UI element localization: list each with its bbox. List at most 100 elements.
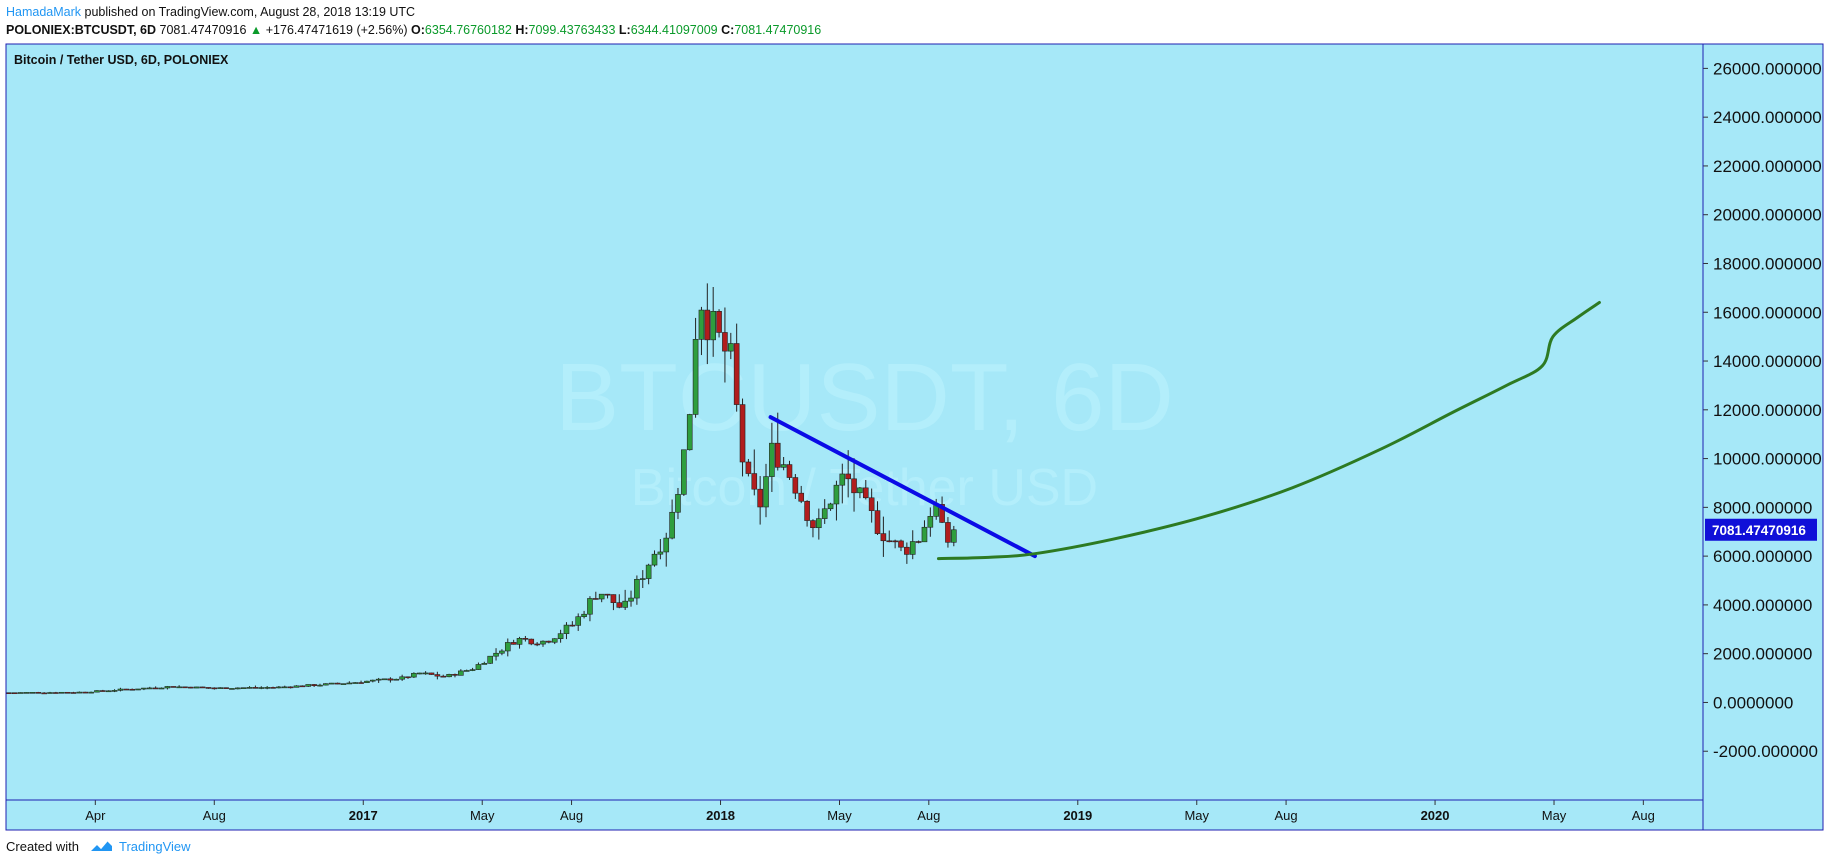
candle-down[interactable] bbox=[733, 343, 740, 405]
candle-up[interactable] bbox=[346, 682, 353, 685]
candle-up[interactable] bbox=[727, 343, 734, 352]
candle-down[interactable] bbox=[12, 692, 18, 695]
candle-down[interactable] bbox=[722, 332, 728, 352]
candle-down[interactable] bbox=[270, 687, 276, 689]
candle-up[interactable] bbox=[675, 494, 681, 513]
candle-up[interactable] bbox=[146, 687, 153, 690]
candle-down[interactable] bbox=[704, 309, 711, 341]
candle-down[interactable] bbox=[211, 687, 218, 690]
candle-up[interactable] bbox=[105, 690, 112, 693]
candle-up[interactable] bbox=[446, 674, 452, 678]
candle-up[interactable] bbox=[516, 638, 523, 645]
candle-up[interactable] bbox=[927, 516, 934, 528]
candle-up[interactable] bbox=[598, 593, 605, 600]
candle-down[interactable] bbox=[387, 678, 394, 681]
candle-down[interactable] bbox=[528, 638, 535, 645]
candle-down[interactable] bbox=[716, 311, 722, 333]
price-scale-area[interactable] bbox=[1703, 44, 1823, 830]
candle-down[interactable] bbox=[792, 477, 799, 494]
candle-down[interactable] bbox=[223, 687, 229, 689]
candle-up[interactable] bbox=[293, 685, 300, 688]
projection-curve[interactable] bbox=[936, 301, 1601, 561]
candle-up[interactable] bbox=[217, 687, 224, 689]
candle-down[interactable] bbox=[358, 682, 364, 684]
candle-up[interactable] bbox=[816, 518, 822, 529]
candle-up[interactable] bbox=[23, 692, 30, 694]
candle-down[interactable] bbox=[774, 442, 781, 468]
candle-up[interactable] bbox=[381, 678, 388, 681]
candle-down[interactable] bbox=[939, 504, 945, 523]
candle-up[interactable] bbox=[141, 687, 147, 690]
candle-up[interactable] bbox=[581, 613, 587, 617]
candle-up[interactable] bbox=[29, 692, 36, 694]
candle-down[interactable] bbox=[82, 691, 89, 694]
candle-down[interactable] bbox=[862, 487, 869, 499]
candle-up[interactable] bbox=[921, 526, 928, 543]
candle-up[interactable] bbox=[686, 414, 693, 451]
candle-down[interactable] bbox=[205, 687, 212, 689]
candle-up[interactable] bbox=[710, 311, 716, 341]
candle-down[interactable] bbox=[428, 672, 435, 675]
candle-up[interactable] bbox=[575, 616, 582, 626]
candle-up[interactable] bbox=[557, 633, 564, 639]
candle-down[interactable] bbox=[898, 540, 904, 548]
candle-down[interactable] bbox=[593, 598, 599, 600]
candle-down[interactable] bbox=[64, 691, 71, 694]
candle-up[interactable] bbox=[305, 684, 312, 687]
candle-down[interactable] bbox=[70, 692, 77, 694]
candle-up[interactable] bbox=[117, 688, 124, 691]
candle-down[interactable] bbox=[874, 510, 881, 534]
candle-up[interactable] bbox=[364, 680, 370, 684]
candle-down[interactable] bbox=[904, 546, 910, 555]
candle-up[interactable] bbox=[416, 672, 423, 675]
candle-down[interactable] bbox=[880, 533, 887, 542]
candle-up[interactable] bbox=[340, 683, 347, 685]
candle-up[interactable] bbox=[176, 686, 182, 689]
candle-down[interactable] bbox=[604, 593, 611, 596]
candle-up[interactable] bbox=[563, 624, 570, 634]
candle-down[interactable] bbox=[440, 675, 447, 678]
candle-down[interactable] bbox=[287, 686, 294, 689]
candle-down[interactable] bbox=[334, 682, 341, 685]
candle-down[interactable] bbox=[757, 488, 763, 508]
candle-up[interactable] bbox=[628, 597, 634, 602]
candle-up[interactable] bbox=[111, 690, 118, 692]
candle-up[interactable] bbox=[587, 598, 593, 615]
candle-up[interactable] bbox=[352, 682, 358, 684]
candle-down[interactable] bbox=[123, 688, 130, 691]
candle-down[interactable] bbox=[786, 464, 793, 478]
candle-up[interactable] bbox=[458, 670, 464, 676]
candle-up[interactable] bbox=[769, 442, 775, 477]
candle-up[interactable] bbox=[639, 578, 646, 580]
candle-up[interactable] bbox=[328, 682, 335, 685]
candle-up[interactable] bbox=[645, 564, 652, 579]
candle-up[interactable] bbox=[193, 686, 200, 689]
candle-up[interactable] bbox=[235, 687, 241, 690]
candle-down[interactable] bbox=[405, 676, 411, 679]
candle-down[interactable] bbox=[299, 685, 306, 688]
candle-up[interactable] bbox=[951, 529, 957, 543]
candle-up[interactable] bbox=[827, 503, 834, 510]
candle-up[interactable] bbox=[17, 692, 24, 694]
candle-down[interactable] bbox=[845, 473, 851, 480]
candle-down[interactable] bbox=[804, 500, 810, 521]
candle-up[interactable] bbox=[264, 687, 270, 689]
candle-down[interactable] bbox=[129, 688, 135, 691]
candle-down[interactable] bbox=[745, 461, 752, 474]
candle-down[interactable] bbox=[6, 692, 12, 694]
candle-down[interactable] bbox=[170, 686, 177, 688]
candle-up[interactable] bbox=[821, 508, 828, 519]
candle-down[interactable] bbox=[610, 594, 617, 603]
candle-down[interactable] bbox=[739, 404, 746, 463]
candle-down[interactable] bbox=[945, 522, 951, 543]
candle-down[interactable] bbox=[546, 640, 552, 643]
candle-up[interactable] bbox=[481, 663, 488, 665]
candle-down[interactable] bbox=[53, 692, 59, 694]
candle-up[interactable] bbox=[393, 678, 400, 681]
candle-up[interactable] bbox=[58, 691, 65, 694]
candle-up[interactable] bbox=[158, 687, 165, 690]
candle-down[interactable] bbox=[41, 692, 47, 695]
tradingview-logo-icon[interactable] bbox=[89, 838, 113, 854]
candle-down[interactable] bbox=[452, 674, 458, 676]
candle-up[interactable] bbox=[833, 484, 840, 505]
